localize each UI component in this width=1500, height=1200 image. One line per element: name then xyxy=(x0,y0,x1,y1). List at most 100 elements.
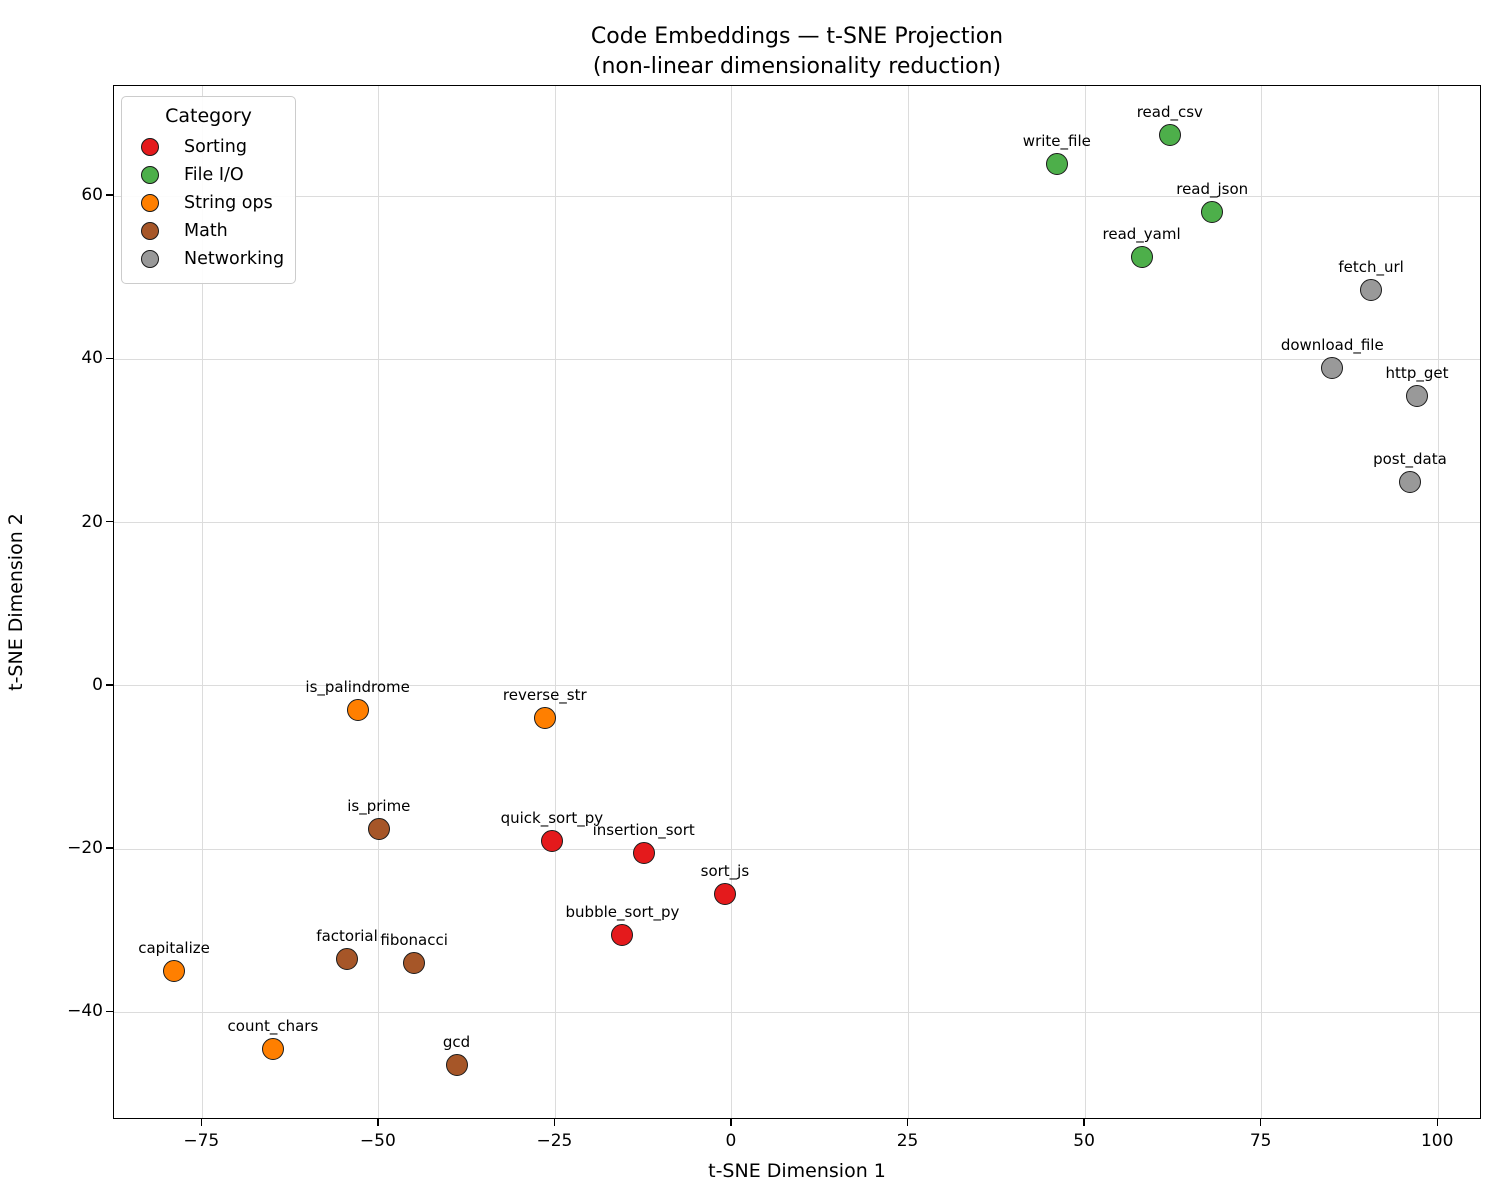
legend-title: Category xyxy=(165,105,252,127)
point-label: fetch_url xyxy=(1338,258,1404,277)
point-label: bubble_sort_py xyxy=(565,902,680,921)
scatter-point xyxy=(367,817,390,840)
point-label: read_yaml xyxy=(1102,225,1181,244)
legend-item-networking: Networking xyxy=(122,245,295,273)
scatter-point xyxy=(1130,246,1153,269)
y-tick-label: 60 xyxy=(81,185,103,206)
grid-line-x xyxy=(1261,86,1263,1118)
y-tick-label: 20 xyxy=(81,511,103,532)
grid-line-x xyxy=(731,86,733,1118)
x-tick xyxy=(377,1119,379,1126)
grid-line-y xyxy=(114,1011,1480,1013)
y-tick xyxy=(106,357,113,360)
x-tick xyxy=(200,1119,202,1126)
point-label: quick_sort_py xyxy=(500,808,604,827)
scatter-point xyxy=(163,960,186,983)
x-tick-label: −25 xyxy=(536,1131,573,1151)
x-tick-label: 75 xyxy=(1249,1131,1272,1151)
scatter-point xyxy=(1406,385,1429,408)
x-tick-label: 0 xyxy=(725,1131,737,1151)
point-label: fibonacci xyxy=(380,931,448,950)
scatter-point xyxy=(1045,152,1068,175)
chart-title-line1: Code Embeddings — t-SNE Projection xyxy=(590,24,1004,49)
point-label: post_data xyxy=(1373,449,1447,468)
point-label: http_get xyxy=(1385,364,1449,383)
scatter-point xyxy=(261,1037,284,1060)
legend-item-string-ops: String ops xyxy=(122,189,295,217)
grid-line-y xyxy=(114,848,1480,850)
x-tick-label: 50 xyxy=(1073,1131,1095,1151)
scatter-point xyxy=(1201,201,1224,224)
legend-item-file-i-o: File I/O xyxy=(122,161,295,189)
y-axis-label: t-SNE Dimension 2 xyxy=(5,513,27,691)
scatter-point xyxy=(336,948,359,971)
point-label: factorial xyxy=(316,927,378,946)
scatter-point xyxy=(1398,470,1421,493)
x-tick-label: −50 xyxy=(359,1131,396,1151)
scatter-point xyxy=(1158,123,1181,146)
x-axis-label: t-SNE Dimension 1 xyxy=(708,1160,886,1182)
chart-title-line2: (non-linear dimensionality reduction) xyxy=(592,54,1002,79)
legend-label: File I/O xyxy=(184,165,244,185)
legend: Category Sorting File I/O String ops Math Ne… xyxy=(121,96,296,284)
point-label: gcd xyxy=(442,1033,471,1052)
point-label: read_csv xyxy=(1136,102,1203,121)
grid-line-x xyxy=(1084,86,1086,1118)
y-tick-label: 40 xyxy=(81,348,103,369)
point-label: is_prime xyxy=(347,796,411,815)
y-tick-label: 0 xyxy=(92,674,103,695)
x-tick xyxy=(906,1119,909,1126)
x-tick xyxy=(553,1119,556,1126)
point-label: count_chars xyxy=(227,1016,319,1035)
grid-line-y xyxy=(114,195,1480,197)
point-label: insertion_sort xyxy=(592,821,695,840)
legend-item-sorting: Sorting xyxy=(122,133,295,161)
legend-label: Sorting xyxy=(184,137,247,157)
legend-marker-icon xyxy=(141,138,159,156)
y-tick-label: −20 xyxy=(67,838,103,859)
y-tick xyxy=(106,847,113,849)
grid-line-x xyxy=(908,86,910,1118)
x-tick xyxy=(1083,1119,1085,1126)
scatter-point xyxy=(445,1054,468,1077)
scatter-point xyxy=(1321,356,1344,379)
x-tick xyxy=(1259,1119,1262,1126)
y-tick xyxy=(106,1010,113,1012)
scatter-point xyxy=(533,707,556,730)
x-tick-label: 100 xyxy=(1420,1131,1454,1151)
x-tick-label: 25 xyxy=(896,1131,919,1151)
x-tick xyxy=(1436,1119,1438,1126)
scatter-point xyxy=(540,829,563,852)
legend-label: Math xyxy=(184,221,228,241)
legend-marker-icon xyxy=(141,222,159,240)
x-tick xyxy=(730,1119,732,1126)
point-label: sort_js xyxy=(700,861,750,880)
x-tick-label: −75 xyxy=(183,1131,220,1151)
y-tick xyxy=(106,684,113,686)
grid-line-y xyxy=(114,685,1480,687)
y-tick xyxy=(106,194,113,196)
grid-line-x xyxy=(554,86,556,1118)
legend-marker-icon xyxy=(141,250,159,268)
scatter-point xyxy=(403,952,426,975)
grid-line-x xyxy=(201,86,203,1118)
legend-marker-icon xyxy=(141,166,159,184)
scatter-point xyxy=(346,699,369,722)
legend-label: Networking xyxy=(184,249,285,269)
grid-line-y xyxy=(114,358,1480,360)
legend-label: String ops xyxy=(184,193,273,213)
point-label: download_file xyxy=(1280,335,1384,354)
legend-marker-icon xyxy=(141,194,159,212)
grid-line-x xyxy=(378,86,380,1118)
point-label: is_palindrome xyxy=(305,678,410,697)
point-label: write_file xyxy=(1022,131,1091,150)
point-label: reverse_str xyxy=(502,686,587,705)
legend-item-math: Math xyxy=(122,217,295,245)
point-label: read_json xyxy=(1176,180,1249,199)
scatter-point xyxy=(1360,279,1383,302)
chart-title: Code Embeddings — t-SNE Projection (non-… xyxy=(113,22,1481,82)
grid-line-y xyxy=(114,522,1480,524)
grid-line-x xyxy=(1437,86,1439,1118)
